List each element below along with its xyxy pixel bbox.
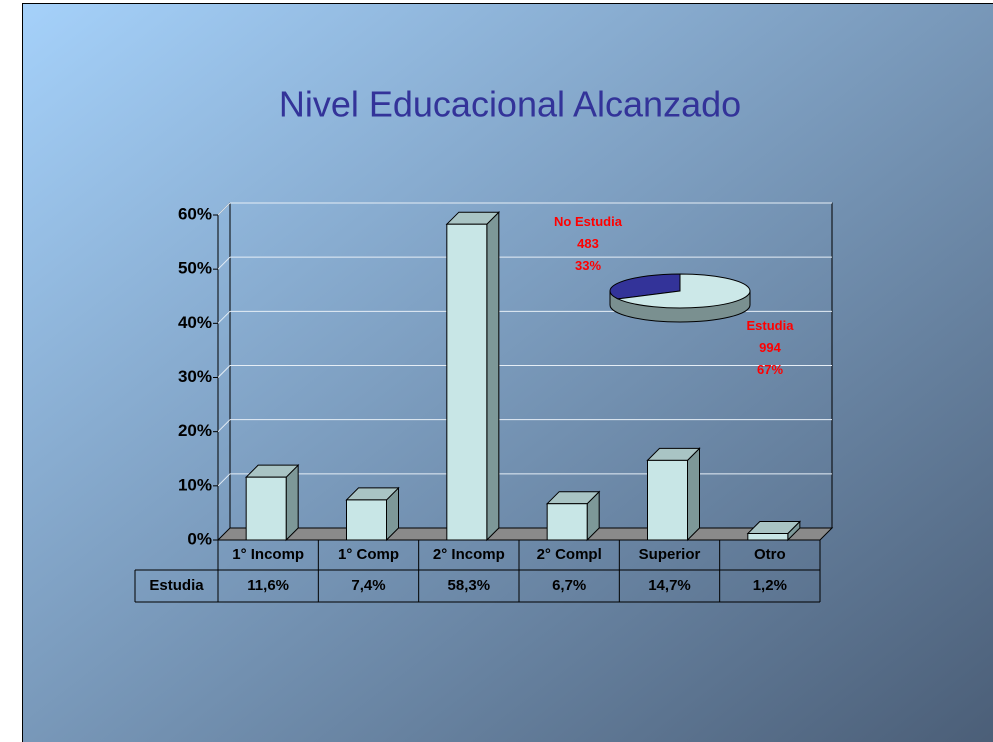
bar bbox=[346, 499, 387, 541]
pie-value: 994 bbox=[759, 340, 781, 355]
table-value: 11,6% bbox=[247, 577, 289, 594]
pie-wedge bbox=[609, 273, 681, 300]
pie-percent: 33% bbox=[574, 258, 602, 273]
table-value: 58,3% bbox=[448, 577, 491, 594]
bar bbox=[647, 459, 688, 541]
x-tick-label: 2° Compl bbox=[537, 546, 602, 563]
grid-line bbox=[217, 256, 231, 270]
x-tick-label: Otro bbox=[754, 546, 786, 563]
x-tick-label: 1° Incomp bbox=[232, 546, 304, 563]
y-tick-label: 60% bbox=[178, 204, 212, 223]
slide-background bbox=[22, 3, 993, 742]
y-tick-label: 40% bbox=[178, 313, 212, 332]
grid-line bbox=[217, 419, 231, 433]
pie-value: 483 bbox=[577, 236, 599, 251]
pie-category: No Estudia bbox=[554, 214, 622, 229]
pie-label: Estudia 994 67% bbox=[735, 315, 805, 381]
floor bbox=[216, 527, 834, 541]
x-tick-label: 1° Comp bbox=[338, 546, 399, 563]
bar bbox=[546, 503, 588, 541]
bar bbox=[245, 476, 287, 541]
pie-wedge bbox=[616, 273, 751, 309]
y-tick-label: 30% bbox=[178, 367, 212, 386]
y-tick-label: 20% bbox=[178, 421, 212, 440]
grid-line bbox=[217, 365, 231, 378]
y-tick-label: 10% bbox=[178, 475, 212, 494]
pie-percent: 67% bbox=[756, 362, 784, 377]
y-tick-label: 50% bbox=[178, 259, 212, 278]
table-value: 1,2% bbox=[753, 577, 787, 594]
table-value: 7,4% bbox=[351, 577, 385, 594]
x-tick-label: Superior bbox=[639, 546, 701, 563]
grid-line bbox=[217, 202, 231, 216]
x-tick-label: 2° Incomp bbox=[433, 546, 505, 563]
bar bbox=[446, 223, 488, 541]
bar bbox=[747, 533, 789, 541]
bar-side bbox=[687, 447, 700, 542]
chart-title: Nivel Educacional Alcanzado bbox=[279, 84, 741, 125]
pie-label: No Estudia 483 33% bbox=[553, 211, 623, 277]
pie-category: Estudia bbox=[746, 318, 794, 333]
bar-side bbox=[486, 211, 500, 542]
table-value: 14,7% bbox=[648, 577, 691, 594]
grid-line bbox=[217, 473, 231, 487]
bar-side bbox=[285, 463, 299, 542]
y-tick-label: 0% bbox=[187, 529, 212, 548]
grid-line bbox=[217, 310, 231, 324]
table-value: 6,7% bbox=[552, 577, 586, 594]
table-series-name: Estudia bbox=[149, 577, 204, 594]
